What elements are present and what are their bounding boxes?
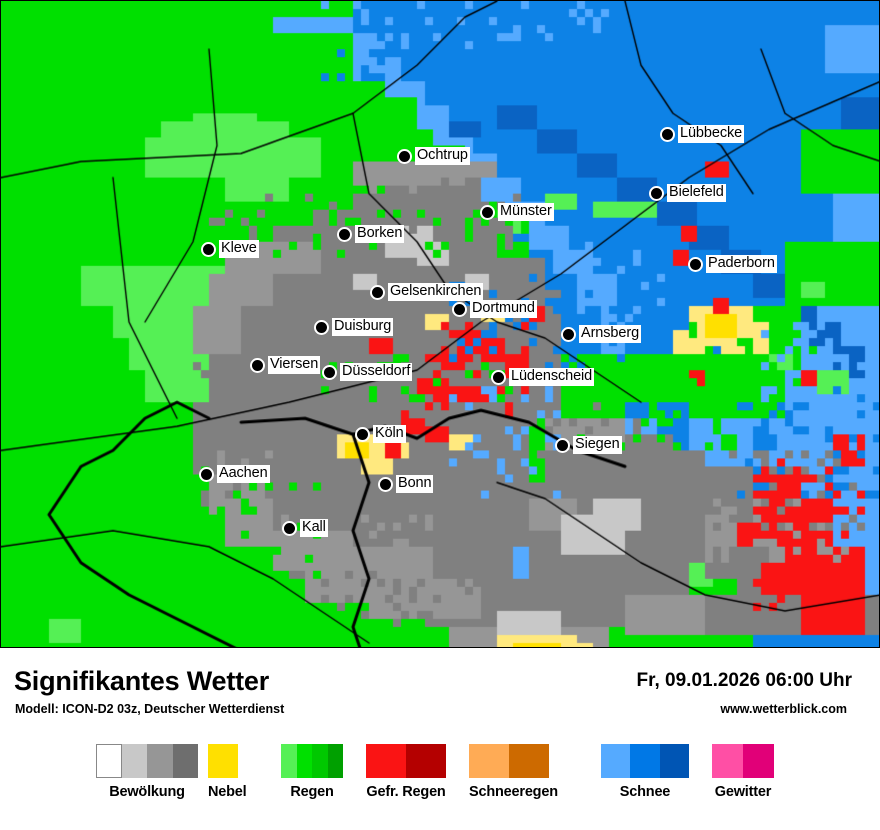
legend-label: Regen xyxy=(290,784,334,800)
legend-swatch xyxy=(743,744,774,778)
legend-label: Schnee xyxy=(619,784,671,800)
legend-swatch xyxy=(172,744,198,778)
legend-item-3: Gefr. Regen xyxy=(366,744,446,800)
legend-swatch-group xyxy=(712,744,774,778)
legend-swatch-group xyxy=(96,744,198,778)
legend-swatch xyxy=(312,744,328,778)
legend-swatch xyxy=(601,744,631,778)
legend-swatch xyxy=(406,744,446,778)
legend-swatch xyxy=(366,744,406,778)
precipitation-raster-layer xyxy=(1,1,879,647)
legend-item-4: Schneeregen xyxy=(469,744,558,800)
legend-item-2: Regen xyxy=(281,744,343,800)
weather-legend: Bewölkung Nebel Regen Gefr. Regen Schneerege… xyxy=(0,744,880,824)
legend-swatch xyxy=(208,744,238,778)
legend-swatch xyxy=(281,744,297,778)
legend-swatch-group xyxy=(469,744,549,778)
legend-swatch xyxy=(296,744,312,778)
legend-swatch xyxy=(327,744,343,778)
map-footer: Signifikantes Wetter Modell: ICON-D2 03z… xyxy=(0,648,880,830)
valid-time-label: Fr, 09.01.2026 06:00 Uhr xyxy=(636,670,852,691)
legend-swatch xyxy=(147,744,173,778)
legend-swatch-group xyxy=(601,744,689,778)
legend-swatch xyxy=(121,744,147,778)
legend-swatch-group xyxy=(208,744,238,778)
legend-swatch xyxy=(96,744,122,778)
legend-label: Gefr. Regen xyxy=(366,784,446,800)
legend-swatch-group xyxy=(366,744,446,778)
legend-swatch xyxy=(659,744,689,778)
weather-map[interactable]: Lübbecke Ochtrup Bielefeld Münster Borken Pad… xyxy=(0,0,880,648)
legend-swatch xyxy=(712,744,743,778)
legend-item-0: Bewölkung xyxy=(96,744,198,800)
model-subtitle: Modell: ICON-D2 03z, Deutscher Wetterdie… xyxy=(15,702,285,716)
legend-item-5: Schnee xyxy=(601,744,689,800)
legend-swatch xyxy=(630,744,660,778)
legend-label: Gewitter xyxy=(714,784,772,800)
legend-swatch xyxy=(509,744,549,778)
legend-label: Schneeregen xyxy=(469,784,558,800)
legend-item-6: Gewitter xyxy=(712,744,774,800)
legend-label: Nebel xyxy=(208,784,247,800)
legend-item-1: Nebel xyxy=(208,744,247,800)
legend-label: Bewölkung xyxy=(109,784,185,800)
legend-swatch xyxy=(469,744,509,778)
page-title: Signifikantes Wetter xyxy=(14,666,270,696)
site-url-label: www.wetterblick.com xyxy=(720,702,847,716)
legend-swatch-group xyxy=(281,744,343,778)
